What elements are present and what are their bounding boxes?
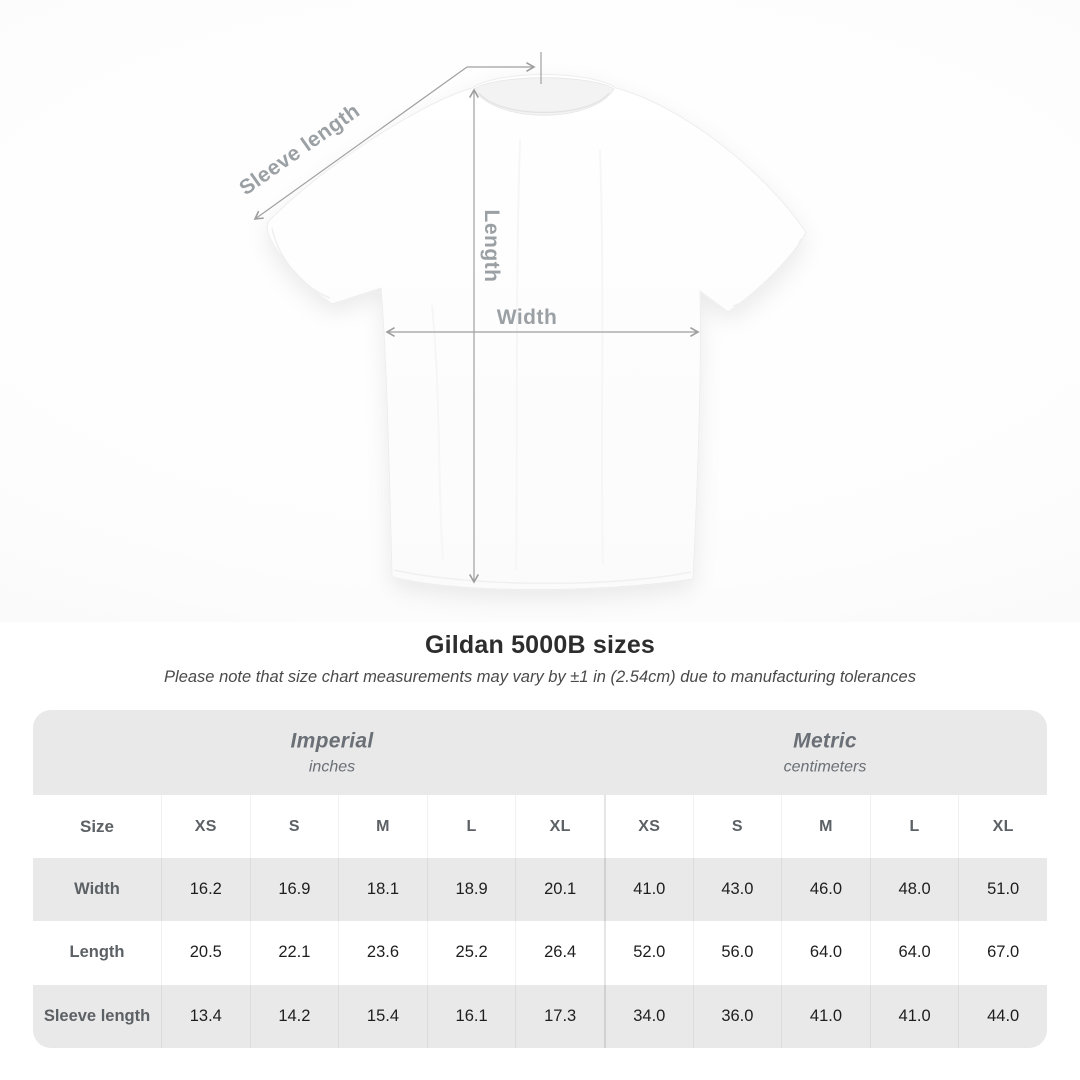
- table-cell: 52.0: [603, 921, 693, 985]
- metric-header-label: Metric: [793, 729, 857, 752]
- width-label: Width: [496, 306, 558, 329]
- collar-opening: [473, 77, 615, 116]
- table-header-band: Imperial inches Metric centimeters: [33, 710, 1047, 795]
- table-cell: 22.1: [249, 921, 339, 985]
- table-cell: 34.0: [603, 984, 693, 1048]
- table-cell: 17.3: [515, 984, 604, 1048]
- table-cell: 41.0: [781, 984, 870, 1048]
- table-cell: 46.0: [781, 858, 870, 922]
- table-cell: 64.0: [869, 921, 959, 985]
- column-header: S: [692, 795, 782, 859]
- table-grid: Size XS S M L XL XS S M L XL Width 16.2 …: [33, 795, 1047, 1048]
- length-label: Length: [480, 209, 503, 283]
- table-cell: 23.6: [338, 921, 427, 985]
- imperial-header-label: Imperial: [290, 729, 374, 752]
- metric-header-group: Metric centimeters: [784, 729, 867, 776]
- table-cell: 18.1: [338, 858, 427, 922]
- imperial-header-group: Imperial inches: [291, 729, 374, 776]
- column-header: L: [426, 795, 516, 859]
- page-title: Gildan 5000B sizes: [424, 631, 656, 659]
- column-header: L: [869, 795, 959, 859]
- table-cell: 26.4: [515, 921, 604, 985]
- table-cell: 43.0: [692, 858, 782, 922]
- table-cell: 16.2: [161, 858, 250, 922]
- table-cell: 16.1: [426, 984, 516, 1048]
- table-cell: 14.2: [249, 984, 339, 1048]
- table-cell: 36.0: [692, 984, 782, 1048]
- size-chart-table: Imperial inches Metric centimeters Size …: [33, 710, 1047, 1048]
- table-cell: 18.9: [426, 858, 516, 922]
- table-cell: 64.0: [781, 921, 870, 985]
- table-cell: 15.4: [338, 984, 427, 1048]
- table-cell: 16.9: [249, 858, 339, 922]
- table-cell: 41.0: [603, 858, 693, 922]
- imperial-header-unit: inches: [308, 758, 356, 775]
- table-cell: 25.2: [426, 921, 516, 985]
- table-cell: 13.4: [161, 984, 250, 1048]
- column-header: XL: [958, 795, 1047, 859]
- table-cell: 44.0: [958, 984, 1047, 1048]
- table-cell: 56.0: [692, 921, 782, 985]
- row-label: Sleeve length: [33, 984, 161, 1048]
- column-header: XS: [161, 795, 250, 859]
- metric-header-unit: centimeters: [783, 758, 867, 775]
- table-cell: 51.0: [958, 858, 1047, 922]
- tolerance-note: Please note that size chart measurements…: [164, 668, 916, 686]
- collar-ribbing: [478, 92, 610, 114]
- tshirt-svg: [253, 52, 807, 591]
- table-cell: 41.0: [869, 984, 959, 1048]
- row-label: Width: [33, 858, 161, 922]
- measurement-lines: [253, 52, 700, 584]
- tshirt-measurement-diagram: Sleeve length Length Width: [0, 0, 1080, 622]
- column-header: M: [338, 795, 427, 859]
- table-cell: 20.5: [161, 921, 250, 985]
- corner-cell: Size: [33, 795, 161, 859]
- column-header: S: [249, 795, 339, 859]
- table-cell: 67.0: [958, 921, 1047, 985]
- sleeve-length-arrow: [253, 66, 468, 220]
- column-header: M: [781, 795, 870, 859]
- column-header: XL: [515, 795, 604, 859]
- row-label: Length: [33, 921, 161, 985]
- table-cell: 20.1: [515, 858, 604, 922]
- column-header: XS: [603, 795, 693, 859]
- table-cell: 48.0: [869, 858, 959, 922]
